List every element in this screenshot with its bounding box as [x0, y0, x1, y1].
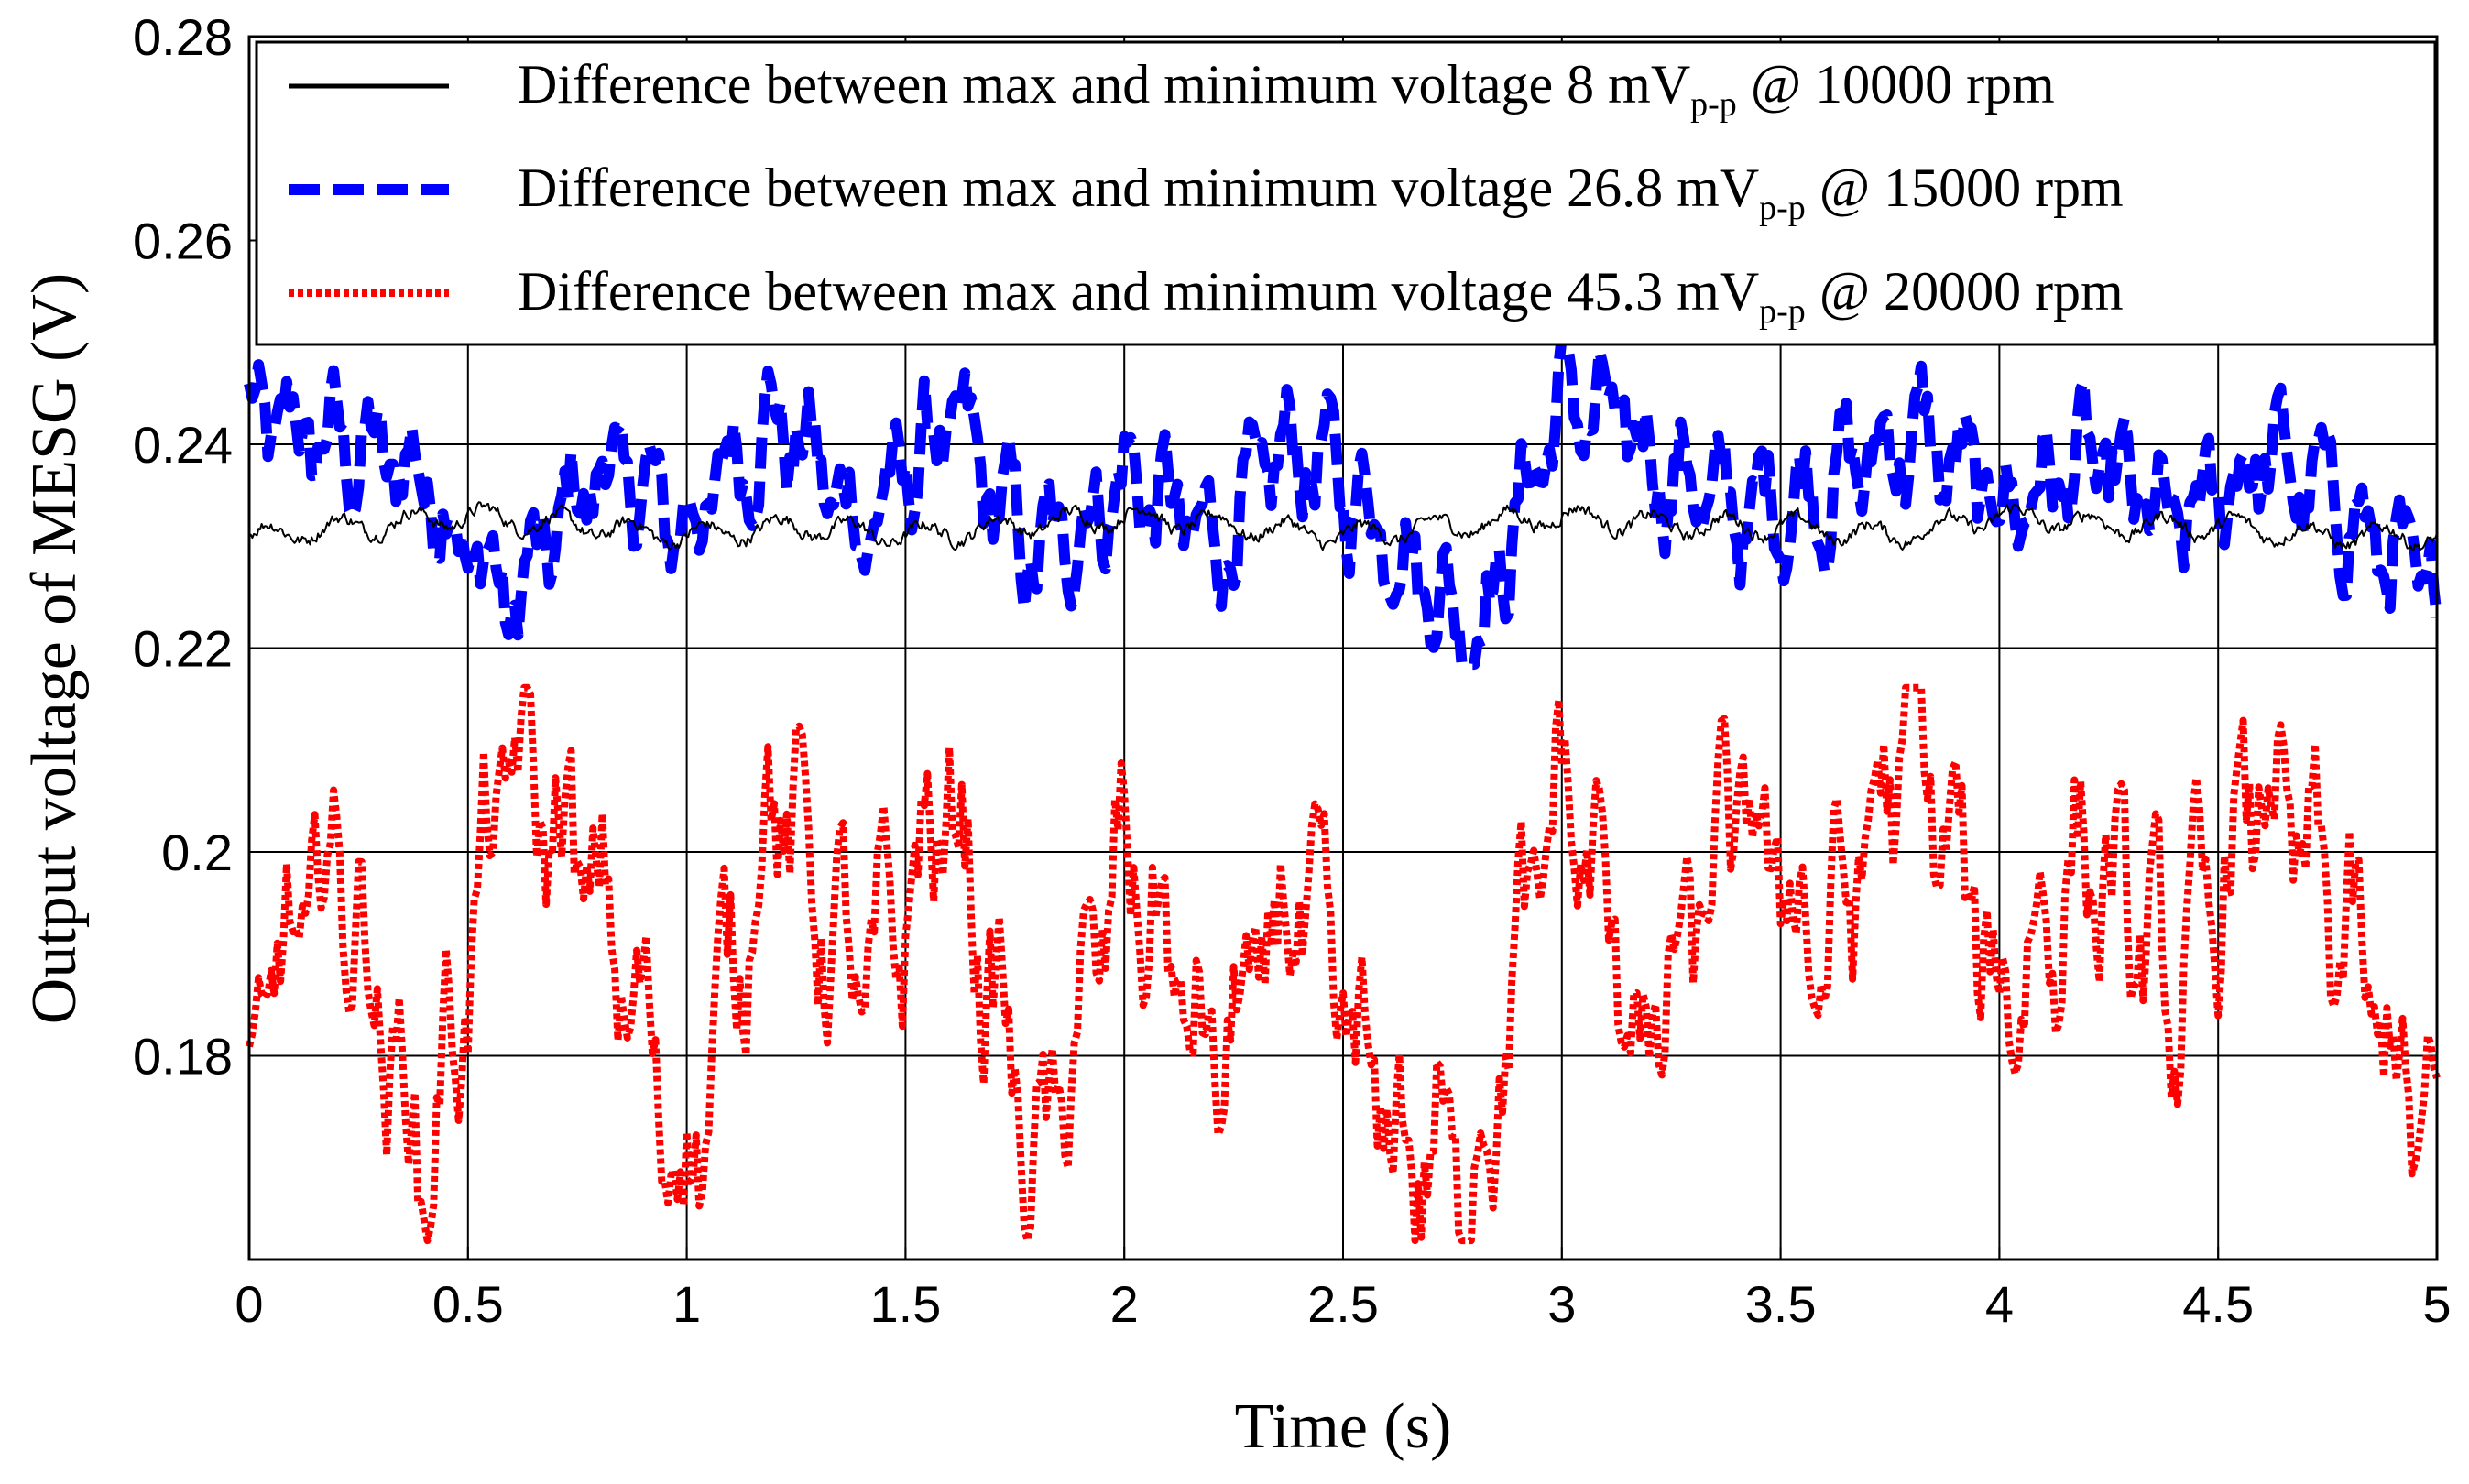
y-axis-label: Output voltage of MESG (V)	[19, 273, 90, 1024]
x-tick-label: 2	[1110, 1275, 1139, 1333]
x-tick-label: 5	[2422, 1275, 2451, 1333]
x-tick-label: 0	[235, 1275, 263, 1333]
legend-entry: Difference between max and minimum volta…	[518, 158, 2124, 227]
x-tick-label: 3.5	[1745, 1275, 1817, 1333]
x-tick-label: 1	[672, 1275, 701, 1333]
x-tick-label: 4	[1985, 1275, 2014, 1333]
series-line-solid	[248, 501, 2438, 551]
y-tick-label: 0.24	[133, 416, 233, 474]
x-tick-label: 3	[1547, 1275, 1576, 1333]
series-line-dashed	[244, 331, 2442, 671]
x-tick-label: 0.5	[432, 1275, 504, 1333]
legend-entry: Difference between max and minimum volta…	[518, 261, 2124, 331]
y-tick-label: 0.28	[133, 8, 233, 66]
x-tick-label: 4.5	[2182, 1275, 2254, 1333]
y-tick-label: 0.2	[161, 824, 233, 881]
legend-entry: Difference between max and minimum volta…	[518, 54, 2055, 124]
legend: Difference between max and minimum volta…	[255, 40, 2437, 346]
legend-box	[255, 40, 2437, 346]
ticks: 0 0.5 1 1.5 2 2.5 3 3.5 4 4.5 5 0.18 0.2 0.22 0.24 0.26…	[133, 8, 2452, 1333]
y-tick-label: 0.22	[133, 620, 233, 678]
x-axis-label: Time (s)	[1235, 1391, 1452, 1462]
x-tick-label: 2.5	[1307, 1275, 1379, 1333]
y-tick-label: 0.18	[133, 1028, 233, 1086]
x-tick-label: 1.5	[869, 1275, 941, 1333]
series-layer	[244, 331, 2442, 1245]
y-tick-label: 0.26	[133, 213, 233, 270]
series-line-dotted	[246, 683, 2441, 1245]
